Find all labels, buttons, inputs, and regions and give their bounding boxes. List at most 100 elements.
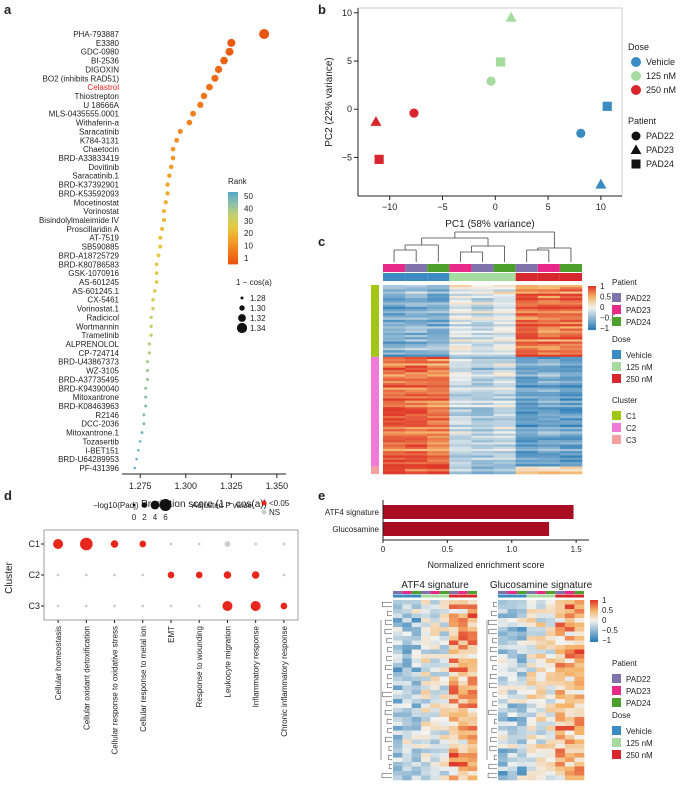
heatmap-cell xyxy=(515,429,539,432)
heatmap-cell xyxy=(536,667,547,673)
patient-annotation-cell xyxy=(471,264,494,272)
bar-category-label: ATF4 signature xyxy=(325,508,380,517)
heatmap-cell xyxy=(439,645,450,650)
rank-colorbar-cell xyxy=(228,202,238,206)
heatmap-cell xyxy=(430,600,440,605)
heatmap-cell xyxy=(393,753,403,758)
heatmap-cell xyxy=(393,717,403,722)
heatmap-cell xyxy=(537,442,561,445)
heatmap-cell xyxy=(458,739,468,745)
heatmap-cell xyxy=(439,726,450,731)
heatmap-cell xyxy=(471,304,494,308)
compound-label: Celastrol xyxy=(87,83,119,92)
heatmap-cell xyxy=(383,387,406,391)
heatmap-cell xyxy=(545,649,556,655)
heatmap-cell xyxy=(536,721,547,727)
heatmap-cell xyxy=(427,326,450,329)
heatmap-cell xyxy=(493,459,516,463)
x-tick-label: 0 xyxy=(381,545,386,554)
heatmap-cell xyxy=(383,345,406,349)
heatmap-cell xyxy=(439,730,450,736)
heatmap-cell xyxy=(515,339,539,342)
heatmap-cell xyxy=(471,308,494,312)
heatmap-cell xyxy=(507,613,518,619)
panel-label-c: c xyxy=(318,234,325,249)
heatmap-cell xyxy=(517,735,527,740)
compound-label: BRD-U43867373 xyxy=(58,358,119,367)
colorbar-cell xyxy=(590,628,598,631)
heatmap-cell xyxy=(427,367,450,371)
colorbar-tick-label: 0 xyxy=(600,303,605,312)
rank-colorbar-cell xyxy=(228,200,238,204)
go-term-dot xyxy=(223,571,232,579)
heatmap-cell xyxy=(449,308,472,312)
heatmap-cell xyxy=(545,600,556,605)
heatmap-cell xyxy=(471,361,494,364)
panel-label-a: a xyxy=(4,2,12,17)
heatmap-cell xyxy=(411,600,422,605)
compound-point xyxy=(151,306,155,311)
compound-point xyxy=(158,235,163,240)
heatmap-cell xyxy=(517,676,527,682)
patient-annotation-cell xyxy=(411,591,421,594)
heatmap-cell xyxy=(449,681,459,686)
rank-colorbar-cell xyxy=(228,193,238,197)
heatmap-cell xyxy=(427,444,450,448)
rank-colorbar-cell xyxy=(228,249,238,252)
heatmap-cell xyxy=(471,328,494,332)
heatmap-cell xyxy=(383,420,406,423)
heatmap-cell xyxy=(405,328,428,332)
heatmap-cell xyxy=(526,613,537,619)
heatmap-cell xyxy=(526,631,537,637)
heatmap-cell xyxy=(536,672,547,677)
heatmap-cell xyxy=(564,676,575,682)
heatmap-cell xyxy=(411,636,422,641)
heatmap-cell xyxy=(537,293,561,297)
go-term-dot xyxy=(197,604,201,608)
heatmap-cell xyxy=(449,433,472,437)
heatmap-cell xyxy=(383,446,406,450)
colorbar-cell xyxy=(590,637,598,640)
heatmap-cell xyxy=(564,604,575,610)
heatmap-cell xyxy=(545,640,556,646)
compound-point xyxy=(259,29,270,39)
heatmap-cell xyxy=(449,361,472,364)
heatmap-cell xyxy=(427,332,450,336)
heatmap-cell xyxy=(383,285,406,288)
colorbar-cell xyxy=(588,307,596,310)
heatmap-cell xyxy=(545,766,556,772)
rank-colorbar-cell xyxy=(228,240,238,243)
heatmap-cell xyxy=(559,468,583,472)
heatmap-cell xyxy=(383,324,406,327)
heatmap-cell xyxy=(515,405,539,408)
panel-c: 10.50−0.5−1PatientPAD22PAD23PAD24DoseVeh… xyxy=(371,231,653,475)
heatmap-cell xyxy=(515,435,539,439)
heatmap-cell xyxy=(564,735,575,740)
heatmap-cell xyxy=(537,389,561,393)
heatmap-cell xyxy=(383,422,406,426)
heatmap-cell xyxy=(537,420,561,423)
heatmap-cell xyxy=(574,735,585,740)
heatmap-cell xyxy=(471,466,494,470)
compound-label: GSK-1070916 xyxy=(68,269,119,278)
heatmap-cell xyxy=(555,658,566,664)
heatmap-cell xyxy=(449,343,472,347)
heatmap-cell xyxy=(430,640,440,646)
heatmap-cell xyxy=(405,413,428,417)
heatmap-cell xyxy=(545,667,556,673)
heatmap-cell xyxy=(427,424,450,428)
heatmap-cell xyxy=(471,420,494,423)
colorbar-cell xyxy=(588,294,596,297)
heatmap-cell xyxy=(439,649,450,655)
heatmap-cell xyxy=(405,363,428,366)
heatmap-cell xyxy=(393,685,403,691)
heatmap-cell xyxy=(458,708,468,713)
heatmap-cell xyxy=(405,444,428,448)
heatmap-cell xyxy=(402,771,412,776)
heatmap-cell xyxy=(517,681,527,686)
heatmap-cell xyxy=(526,667,537,673)
heatmap-cell xyxy=(458,762,468,767)
patient-annotation-cell xyxy=(536,591,546,594)
heatmap-cell xyxy=(559,418,583,421)
